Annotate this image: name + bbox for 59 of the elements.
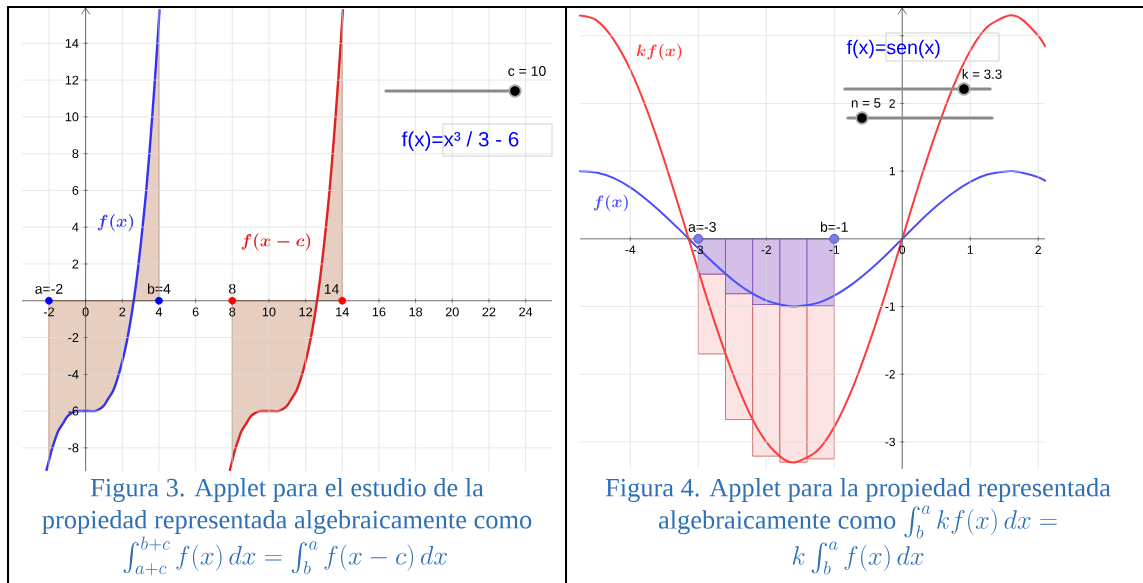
x-tick-label: 4 (155, 307, 163, 317)
x-tick-label: 12 (299, 307, 313, 317)
x-tick-label: 18 (409, 307, 423, 317)
x-tick-label: 6 (192, 307, 199, 317)
y-tick-label: 6 (72, 185, 79, 195)
x-tick-label: 8 (229, 307, 236, 317)
y-tick-label: -3 (885, 437, 896, 447)
annotation: f(x)=sen(x) (846, 39, 940, 59)
x-tick-label: 24 (519, 307, 533, 317)
x-tick-label: 1 (967, 245, 973, 254)
y-tick-label: 12 (65, 75, 79, 85)
x-tick-label: -4 (625, 245, 636, 254)
x-tick-label: 20 (445, 307, 459, 317)
y-tick-label: -2 (885, 370, 895, 379)
y-tick-label: 1 (889, 167, 895, 176)
x-tick-label: 14 (336, 307, 349, 317)
series-label: $f(x)$ (97, 213, 134, 232)
x-tick-label: 2 (119, 307, 126, 317)
y-tick-label: 10 (65, 112, 79, 122)
x-tick-label: -1 (829, 245, 840, 254)
series-label: $f(x-c)$ (241, 233, 311, 251)
x-tick-label: 2 (1035, 245, 1041, 254)
annotation: f(x)=x³ / 3 - 6 (401, 131, 519, 151)
series-label: $f(x)$ (593, 194, 628, 212)
text: propiedad representada algebraicamente como (42, 509, 532, 534)
line-series (579, 14, 1047, 464)
annotation: b=4 (147, 283, 171, 294)
y-tick-label: 2 (72, 259, 79, 269)
text: algebraicamente como (658, 510, 896, 535)
annotation: a=-3 (688, 222, 716, 232)
y-tick-label: -6 (68, 406, 79, 416)
text: Figura 3. Applet para el estudio de la (90, 477, 484, 502)
annotation: a=-2 (35, 283, 63, 294)
x-tick-label: 22 (482, 307, 496, 317)
y-tick-label: 2 (889, 99, 895, 108)
annotation: b=-1 (820, 221, 848, 232)
annotation: c = 10 (508, 66, 546, 76)
x-tick-label: 0 (82, 307, 89, 317)
y-tick-label: 14 (65, 38, 79, 48)
y-tick-label: -8 (68, 443, 79, 453)
x-tick-label: 0 (899, 245, 906, 255)
y-tick-label: 4 (72, 222, 79, 232)
x-tick-label: -3 (693, 245, 704, 255)
text: Figura 4. Applet para la propiedad representada (605, 477, 1111, 502)
y-tick-label: 8 (72, 149, 79, 159)
x-tick-label: -2 (761, 245, 772, 254)
annotation: 14 (324, 284, 339, 294)
x-tick-label: 10 (262, 307, 276, 317)
text: $k\int_{b}^{a} f(x)\,dx$ (792, 541, 924, 575)
text: $\int_{a+c}^{b+c} f(x)\,dx = \int_{b}^{a} f(x-c)\,dx$ (123, 536, 447, 576)
y-tick-label: -4 (68, 369, 79, 379)
y-tick-label: -2 (68, 333, 79, 342)
annotation: 8 (228, 283, 236, 294)
series-label: $kf(x)$ (636, 43, 682, 61)
text: $\int_{b}^{a} kf(x)\,dx =$ (904, 505, 1057, 539)
x-tick-label: 16 (372, 307, 386, 317)
annotation: k = 3.3 (962, 69, 1002, 79)
x-tick-label: -2 (43, 307, 54, 317)
annotation: n = 5 (851, 98, 881, 108)
